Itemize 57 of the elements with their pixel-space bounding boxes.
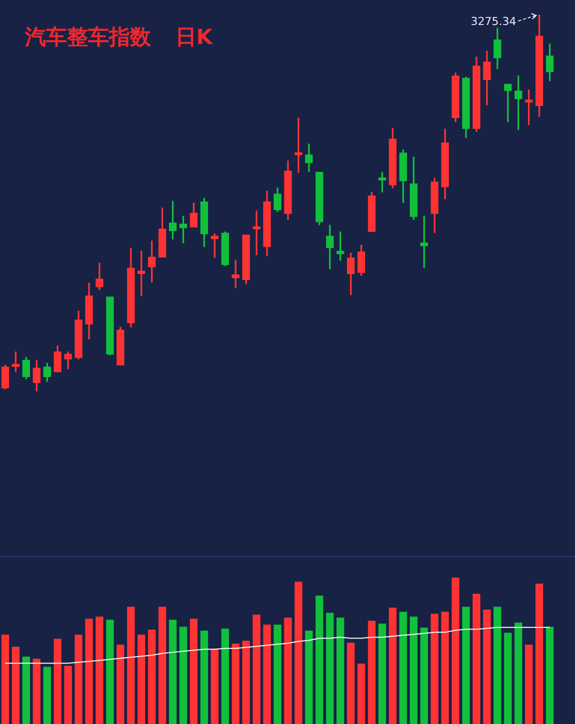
bar [546, 626, 554, 724]
bar [420, 628, 428, 724]
bar [441, 612, 449, 724]
bar [399, 612, 407, 724]
bar [1, 634, 10, 724]
bar [106, 620, 114, 724]
bar [54, 638, 62, 724]
bar [388, 608, 397, 724]
bar [148, 630, 156, 724]
bar [190, 618, 198, 724]
bar [483, 610, 491, 724]
bar [221, 628, 229, 724]
bar [200, 630, 208, 724]
annotation: 3275.34 [470, 14, 516, 28]
bar [326, 612, 334, 724]
bar [452, 578, 460, 724]
bar [346, 642, 355, 724]
bar [368, 620, 376, 724]
bar [504, 632, 512, 724]
bar [127, 606, 135, 724]
bar [274, 624, 282, 724]
bar [378, 624, 386, 724]
bar [22, 656, 30, 724]
bar [158, 606, 166, 724]
bar [252, 614, 260, 724]
bar [357, 664, 366, 724]
bar [85, 618, 93, 724]
bar [284, 618, 292, 724]
bar [96, 616, 104, 724]
bar [535, 584, 544, 724]
bar [242, 640, 250, 724]
bar [12, 646, 20, 724]
bar [43, 666, 51, 724]
candlestick [252, 210, 260, 256]
bar [336, 618, 344, 724]
bar [32, 658, 40, 724]
bar [138, 634, 146, 724]
bar [462, 606, 470, 724]
bar [294, 582, 302, 724]
bar [263, 624, 271, 724]
bar [316, 596, 324, 724]
bar [494, 606, 502, 724]
bar [168, 620, 177, 724]
bar [179, 626, 188, 724]
bar [472, 594, 480, 724]
bar [514, 622, 522, 724]
candlestick [294, 118, 302, 173]
bar [64, 666, 72, 724]
bar [305, 630, 313, 724]
bar [410, 616, 418, 724]
text: 汽车整车指数 日K [25, 25, 213, 49]
bar [74, 634, 82, 724]
bar [210, 648, 218, 724]
bar [524, 644, 533, 724]
bar [232, 644, 240, 724]
bar [430, 614, 438, 724]
bar [116, 644, 124, 724]
